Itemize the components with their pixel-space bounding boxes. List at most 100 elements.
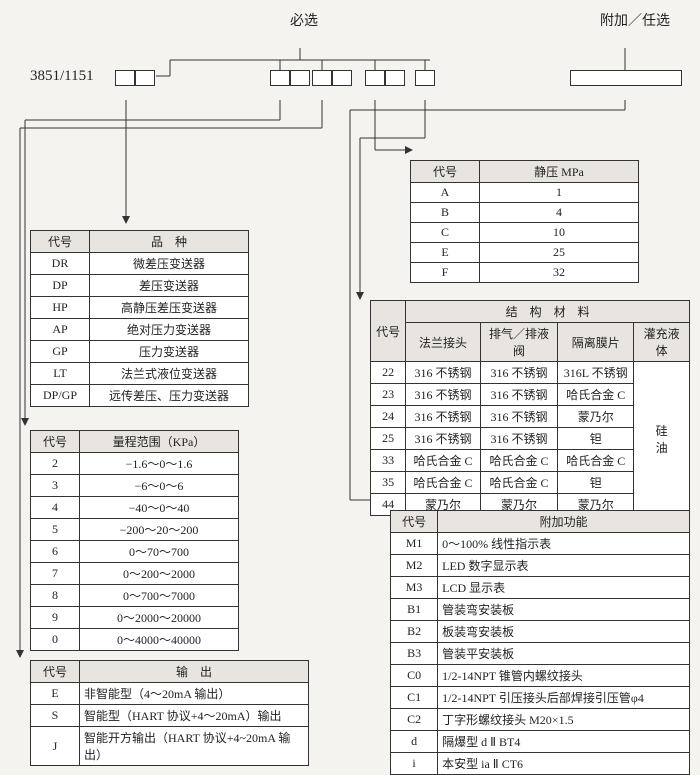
table-cell: AP (31, 319, 90, 341)
table-cell: 23 (371, 384, 406, 406)
table-cell: 9 (31, 607, 80, 629)
table-header: 代号 (371, 301, 406, 362)
selector-box (415, 70, 435, 86)
table-cell: GP (31, 341, 90, 363)
table-cell: 1/2-14NPT 引压接头后部焊接引压管φ4 (438, 687, 690, 709)
table-cell: 法兰式液位变送器 (90, 363, 249, 385)
table-row: 3−6～0～6 (31, 475, 239, 497)
table-cell: 8 (31, 585, 80, 607)
table-cell: 316 不锈钢 (480, 428, 558, 450)
table-cell: 哈氏合金 C (480, 472, 558, 494)
table-row: DP/GP远传差压、压力变送器 (31, 385, 249, 407)
table-cell: DP/GP (31, 385, 90, 407)
table-output: 代号输 出E非智能型（4～20mA 输出）S智能型（HART 协议+4～20mA… (30, 660, 309, 766)
table-row: M3LCD 显示表 (391, 577, 690, 599)
table-row: 4−40～0～40 (31, 497, 239, 519)
table-header: 量程范围（KPa） (80, 431, 239, 453)
table-cell: 32 (480, 263, 639, 283)
table-row: B3管装平安装板 (391, 643, 690, 665)
table-row: i本安型 ia Ⅱ CT6 (391, 753, 690, 775)
table-header: 输 出 (80, 661, 309, 683)
table-cell: 10 (480, 223, 639, 243)
table-cell: 0～200～2000 (80, 563, 239, 585)
table-cell: 绝对压力变送器 (90, 319, 249, 341)
table-header: 代号 (31, 661, 80, 683)
selector-box (332, 70, 352, 86)
table-cell: C (411, 223, 480, 243)
table-row: C11/2-14NPT 引压接头后部焊接引压管φ4 (391, 687, 690, 709)
table-row: E非智能型（4～20mA 输出） (31, 683, 309, 705)
table-row: 22316 不锈钢316 不锈钢316L 不锈钢硅油 (371, 362, 690, 384)
table-cell: 哈氏合金 C (406, 450, 480, 472)
table-cell: 非智能型（4～20mA 输出） (80, 683, 309, 705)
table-cell: 哈氏合金 C (558, 450, 634, 472)
selector-box (115, 70, 135, 86)
table-header: 代号 (31, 431, 80, 453)
table-addon: 代号附加功能M10～100% 线性指示表M2LED 数字显示表M3LCD 显示表… (390, 510, 690, 775)
table-row: 70～200～2000 (31, 563, 239, 585)
table-cell: 板装弯安装板 (438, 621, 690, 643)
table-cell: 哈氏合金 C (480, 450, 558, 472)
table-row: DP差压变送器 (31, 275, 249, 297)
table-row: LT法兰式液位变送器 (31, 363, 249, 385)
table-cell: 0～70～700 (80, 541, 239, 563)
table-row: E25 (411, 243, 639, 263)
table-cell: 2 (31, 453, 80, 475)
table-row: J智能开方输出（HART 协议+4~20mA 输出） (31, 727, 309, 766)
table-cell: 6 (31, 541, 80, 563)
table-cell: 1/2-14NPT 锥管内螺纹接头 (438, 665, 690, 687)
table-cell: 4 (31, 497, 80, 519)
table-row: C01/2-14NPT 锥管内螺纹接头 (391, 665, 690, 687)
table-cell: 丁字形螺纹接头 M20×1.5 (438, 709, 690, 731)
table-cell: 316 不锈钢 (480, 362, 558, 384)
table-cell: 隔爆型 d Ⅱ BT4 (438, 731, 690, 753)
table-cell: 7 (31, 563, 80, 585)
selector-box (385, 70, 405, 86)
table-cell: S (31, 705, 80, 727)
table-cell: 25 (480, 243, 639, 263)
table-row: B2板装弯安装板 (391, 621, 690, 643)
table-cell: LCD 显示表 (438, 577, 690, 599)
table-cell: −40～0～40 (80, 497, 239, 519)
table-cell: i (391, 753, 438, 775)
table-cell: 316 不锈钢 (406, 362, 480, 384)
table-cell: 智能型（HART 协议+4～20mA）输出 (80, 705, 309, 727)
table-cell: 高静压差压变送器 (90, 297, 249, 319)
table-cell: 33 (371, 450, 406, 472)
selector-box (135, 70, 155, 86)
table-static: 代号静压 MPaA1B4C10E25F32 (410, 160, 639, 283)
selector-box (312, 70, 332, 86)
table-cell: 0 (31, 629, 80, 651)
table-cell: B2 (391, 621, 438, 643)
table-header: 附加功能 (438, 511, 690, 533)
table-cell: 316 不锈钢 (406, 406, 480, 428)
table-row: B4 (411, 203, 639, 223)
table-header: 代号 (391, 511, 438, 533)
table-cell: d (391, 731, 438, 753)
table-cell: F (411, 263, 480, 283)
table-cell: A (411, 183, 480, 203)
table-header: 隔离膜片 (558, 323, 634, 362)
table-cell: HP (31, 297, 90, 319)
table-type: 代号品 种DR微差压变送器DP差压变送器HP高静压差压变送器AP绝对压力变送器G… (30, 230, 249, 407)
table-cell: M1 (391, 533, 438, 555)
table-row: C10 (411, 223, 639, 243)
table-row: 2−1.6～0～1.6 (31, 453, 239, 475)
table-cell: 差压变送器 (90, 275, 249, 297)
table-cell: 316 不锈钢 (406, 384, 480, 406)
table-header: 代号 (411, 161, 480, 183)
table-header: 灌充液体 (634, 323, 690, 362)
table-cell: C2 (391, 709, 438, 731)
table-cell: M3 (391, 577, 438, 599)
table-header: 静压 MPa (480, 161, 639, 183)
table-header: 品 种 (90, 231, 249, 253)
table-cell: 316L 不锈钢 (558, 362, 634, 384)
table-cell: 4 (480, 203, 639, 223)
selector-box-wide (570, 70, 682, 86)
table-material: 代号结 构 材 料法兰接头排气／排液阀隔离膜片灌充液体22316 不锈钢316 … (370, 300, 690, 516)
selector-box (290, 70, 310, 86)
table-cell: DR (31, 253, 90, 275)
main-content: 代号品 种DR微差压变送器DP差压变送器HP高静压差压变送器AP绝对压力变送器G… (10, 100, 690, 720)
table-cell: 316 不锈钢 (406, 428, 480, 450)
table-cell: B (411, 203, 480, 223)
